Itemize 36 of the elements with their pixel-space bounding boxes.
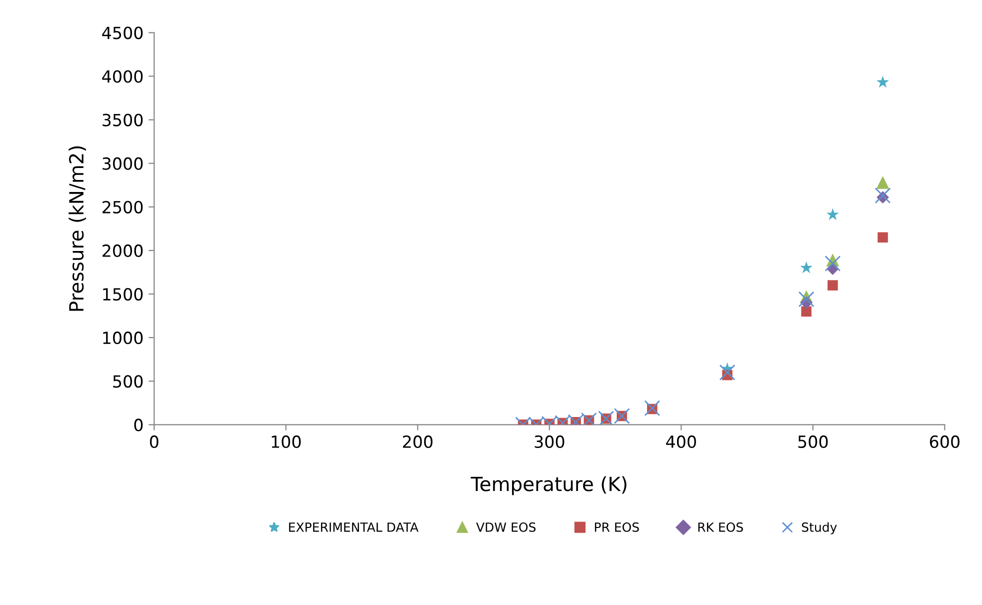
y-tick-label: 1500 xyxy=(103,288,143,301)
point xyxy=(719,364,736,380)
point xyxy=(876,176,890,189)
legend-label: PR EOS xyxy=(594,522,639,532)
y-tick-label: 0 xyxy=(134,418,143,432)
legend-label: RK EOS xyxy=(698,522,743,532)
point xyxy=(878,232,888,243)
x-tick-label: 600 xyxy=(930,435,960,448)
x-tick-label: 300 xyxy=(534,435,564,448)
x-tick-label: 500 xyxy=(798,435,828,448)
point xyxy=(828,280,838,290)
point xyxy=(644,400,660,416)
x-axis-title: Temperature (K) xyxy=(470,476,626,496)
y-tick-label: 2500 xyxy=(102,200,143,214)
y-tick-label: 4000 xyxy=(102,70,143,83)
point xyxy=(826,208,839,220)
point xyxy=(876,76,890,88)
x-tick-label: 0 xyxy=(150,435,158,448)
y-tick-label: 1000 xyxy=(103,332,143,344)
y-tick-label: 4500 xyxy=(102,26,143,40)
point xyxy=(874,188,891,204)
legend-label: Study xyxy=(802,522,837,534)
y-tick-label: 3500 xyxy=(102,114,143,126)
point xyxy=(800,261,813,274)
y-tick-label: 2000 xyxy=(102,244,143,258)
x-tick-label: 200 xyxy=(402,435,432,448)
point xyxy=(824,256,841,272)
point xyxy=(798,291,814,308)
legend-label: VDW EOS xyxy=(476,522,536,532)
y-axis-title: Pressure (kN/m2) xyxy=(68,146,86,311)
y-tick-label: 500 xyxy=(113,375,143,388)
legend-label: EXPERIMENTAL DATA xyxy=(289,522,418,532)
y-tick-label: 3000 xyxy=(102,157,143,170)
point xyxy=(801,306,812,317)
x-tick-label: 400 xyxy=(666,435,696,448)
x-tick-label: 100 xyxy=(272,435,301,448)
